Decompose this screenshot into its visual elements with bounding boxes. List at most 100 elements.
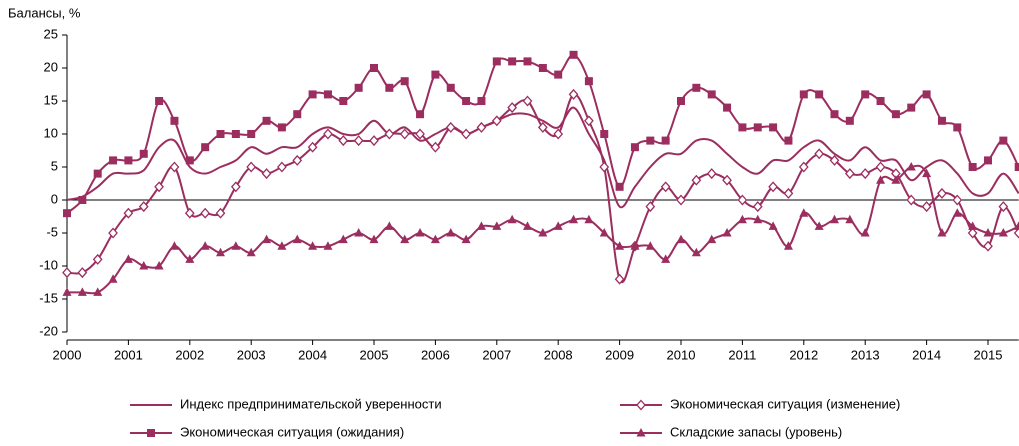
square-marker [523,57,532,66]
x-tick-label: 2011 [728,347,756,362]
triangle-marker [768,221,778,230]
square-marker [139,149,148,158]
series-line [66,106,1019,209]
triangle-marker [507,214,517,224]
x-tick-label: 2010 [667,347,696,362]
diamond-marker [553,128,564,140]
square-marker [615,182,624,191]
triangle-marker [523,221,532,230]
triangle-marker [876,175,886,184]
triangle-marker [860,228,870,237]
diamond-marker [706,168,717,180]
square-marker [492,57,501,66]
diamond-marker [967,227,978,239]
diamond-marker [476,121,487,133]
square-marker [446,83,455,92]
diamond-marker [522,95,533,107]
x-tick-label: 2015 [974,347,1003,362]
square-marker [262,116,271,125]
diamond-marker [445,121,456,133]
square-marker [953,123,962,132]
square-marker [984,156,992,165]
legend-label: Складские запасы (уровень) [670,424,842,439]
triangle-marker [123,254,133,263]
triangle-marker [62,287,72,296]
diamond-marker [921,201,932,213]
square-marker [922,90,931,99]
triangle-marker [636,428,646,437]
diamond-marker [215,207,226,219]
x-tick-label: 2014 [912,347,941,362]
square-marker [646,136,655,145]
diamond-marker [384,128,395,140]
square-marker [78,196,87,204]
triangle-marker [661,254,671,263]
triangle-marker [400,234,410,244]
y-tick-label: -20 [39,323,58,338]
square-marker [431,70,440,79]
triangle-marker [169,241,179,250]
triangle-marker [830,214,839,224]
square-marker [124,156,133,165]
square-marker [277,123,286,132]
y-tick-label: -5 [46,224,58,239]
square-marker [147,429,155,437]
square-marker [416,110,425,119]
square-marker [109,156,118,165]
triangle-marker [216,247,225,257]
diamond-marker [353,135,364,147]
square-marker [508,57,517,66]
y-tick-label: 5 [51,158,58,173]
diamond-marker [292,154,303,166]
triangle-marker [1014,221,1019,230]
diamond-marker [645,201,656,213]
y-tick-label: 10 [44,125,58,140]
triangle-marker [983,228,993,237]
diamond-marker [937,187,947,199]
triangle-marker [722,228,732,237]
triangle-marker [584,214,594,224]
triangle-marker [262,234,272,244]
triangle-marker [461,234,471,244]
diamond-marker [636,399,646,411]
triangle-marker [998,228,1008,237]
triangle-marker [814,221,824,230]
diamond-marker [62,267,72,279]
square-marker [308,90,317,99]
square-marker [400,77,409,86]
series-line [66,53,1019,214]
diamond-marker [138,201,149,213]
diamond-marker [829,154,840,166]
triangle-marker [384,221,394,230]
triangle-marker [93,287,103,296]
diamond-marker [338,135,349,147]
triangle-marker [599,228,609,237]
square-marker [999,136,1008,145]
x-tick-label: 2007 [482,347,511,362]
diamond-marker [307,141,318,153]
triangle-marker [492,221,502,230]
square-marker [630,143,639,152]
triangle-marker [430,234,440,244]
diamond-marker [998,201,1009,213]
diamond-marker [200,207,211,219]
square-marker [799,90,808,99]
triangle-marker [308,241,318,250]
square-marker [201,143,210,152]
square-marker [185,156,194,165]
x-tick-label: 2009 [605,347,634,362]
square-marker [63,209,71,218]
square-marker [753,123,762,132]
square-marker [462,97,471,105]
diamond-marker [184,207,195,219]
diamond-marker [261,168,272,180]
square-marker [231,130,240,138]
triangle-marker [937,228,947,237]
square-marker [677,97,685,105]
square-marker [354,83,363,92]
square-marker [692,83,701,92]
x-tick-label: 2012 [789,347,818,362]
square-marker [707,90,716,99]
square-marker [323,90,332,99]
diamond-marker [461,128,471,140]
